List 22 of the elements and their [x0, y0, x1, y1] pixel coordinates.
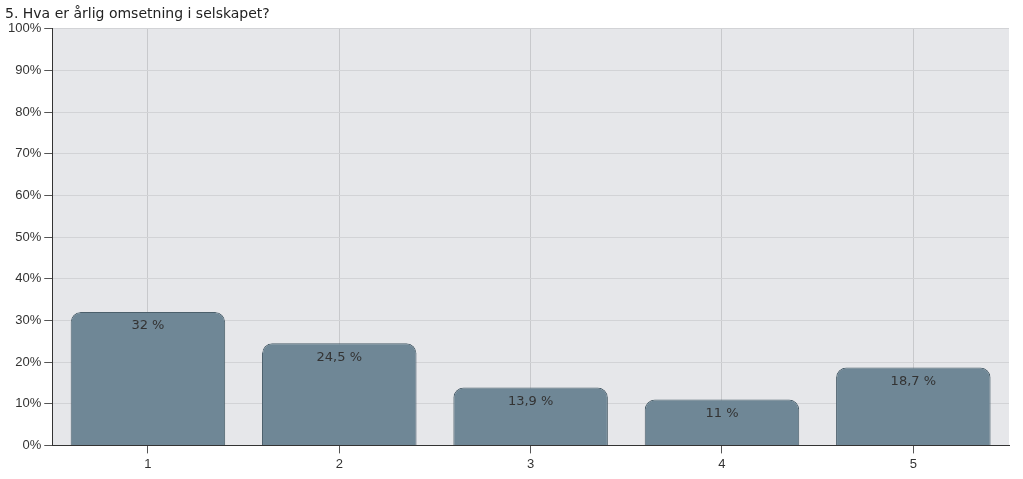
x-tick-label: 2: [335, 455, 343, 471]
data-label: 18,7 %: [890, 372, 937, 388]
x-tick-label: 5: [909, 455, 917, 471]
y-tick-label: 100%: [8, 20, 42, 36]
y-tick-label: 50%: [15, 228, 42, 244]
data-label: 13,9 %: [507, 392, 554, 408]
data-label: 32 %: [131, 317, 165, 333]
y-tick-label: 80%: [15, 103, 42, 119]
x-tick-label: 1: [144, 455, 152, 471]
chart-title: 5. Hva er årlig omsetning i selskapet?: [5, 5, 270, 22]
x-tick-label: 3: [527, 455, 535, 471]
data-label: 24,5 %: [316, 348, 362, 364]
y-tick-label: 0%: [22, 436, 42, 452]
y-tick-label: 60%: [15, 187, 42, 203]
y-tick-label: 10%: [15, 395, 42, 411]
y-tick-label: 40%: [15, 270, 42, 286]
x-tick-label: 4: [718, 455, 726, 471]
y-tick-label: 20%: [15, 353, 42, 369]
y-tick-label: 70%: [15, 145, 42, 161]
y-tick-label: 30%: [15, 312, 42, 327]
data-label: 11 %: [705, 404, 739, 420]
y-tick-label: 90%: [15, 62, 42, 78]
